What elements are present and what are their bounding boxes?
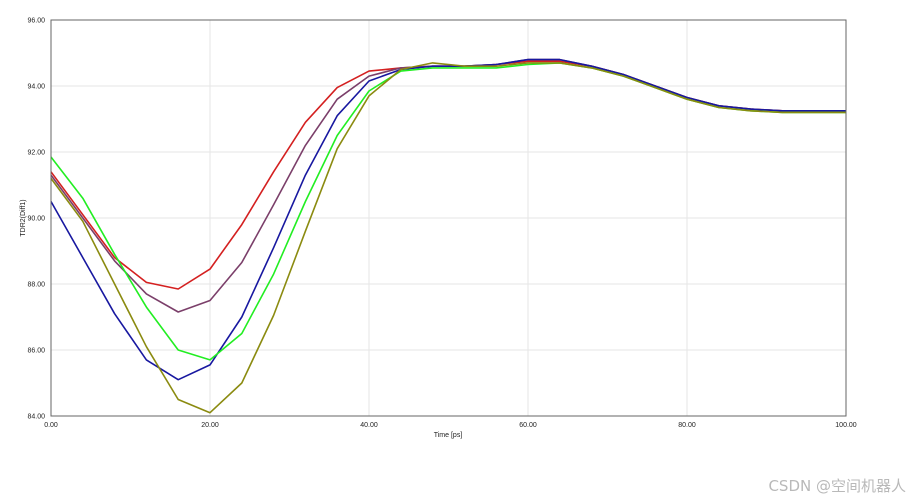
y-tick-label: 86.00 bbox=[27, 348, 45, 355]
series-line-5 bbox=[50, 62, 846, 414]
y-tick-label: 92.00 bbox=[27, 150, 45, 157]
series-line-2 bbox=[50, 58, 846, 313]
series-lines bbox=[50, 58, 846, 414]
x-tick-label: 60.00 bbox=[519, 422, 537, 429]
series-line-4 bbox=[50, 62, 846, 361]
x-tick-label: 0.00 bbox=[44, 422, 58, 429]
plot-frame bbox=[50, 19, 847, 417]
y-tick-label: 90.00 bbox=[27, 216, 45, 223]
series-line-3 bbox=[50, 58, 846, 381]
grid-lines bbox=[50, 19, 847, 417]
y-tick-label: 96.00 bbox=[27, 18, 45, 25]
x-tick-label: 40.00 bbox=[360, 422, 378, 429]
x-tick-label: 20.00 bbox=[201, 422, 219, 429]
watermark: CSDN @空间机器人 bbox=[768, 477, 906, 495]
y-tick-label: 94.00 bbox=[27, 84, 45, 91]
y-axis-title: TDR2(Diff1) bbox=[20, 199, 27, 236]
x-tick-label: 80.00 bbox=[678, 422, 696, 429]
series-line-1 bbox=[50, 60, 846, 290]
x-axis-title: Time [ps] bbox=[434, 432, 463, 439]
y-tick-labels: 84.00 86.00 88.00 90.00 92.00 94.00 96.00 bbox=[27, 18, 45, 421]
x-tick-labels: 0.00 20.00 40.00 60.00 80.00 100.00 bbox=[44, 422, 857, 429]
y-tick-label: 88.00 bbox=[27, 282, 45, 289]
x-tick-label: 100.00 bbox=[835, 422, 857, 429]
y-tick-label: 84.00 bbox=[27, 414, 45, 421]
